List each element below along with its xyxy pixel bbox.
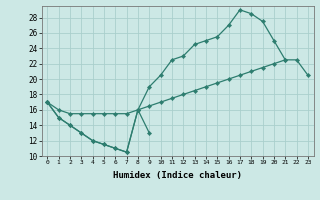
X-axis label: Humidex (Indice chaleur): Humidex (Indice chaleur) <box>113 171 242 180</box>
